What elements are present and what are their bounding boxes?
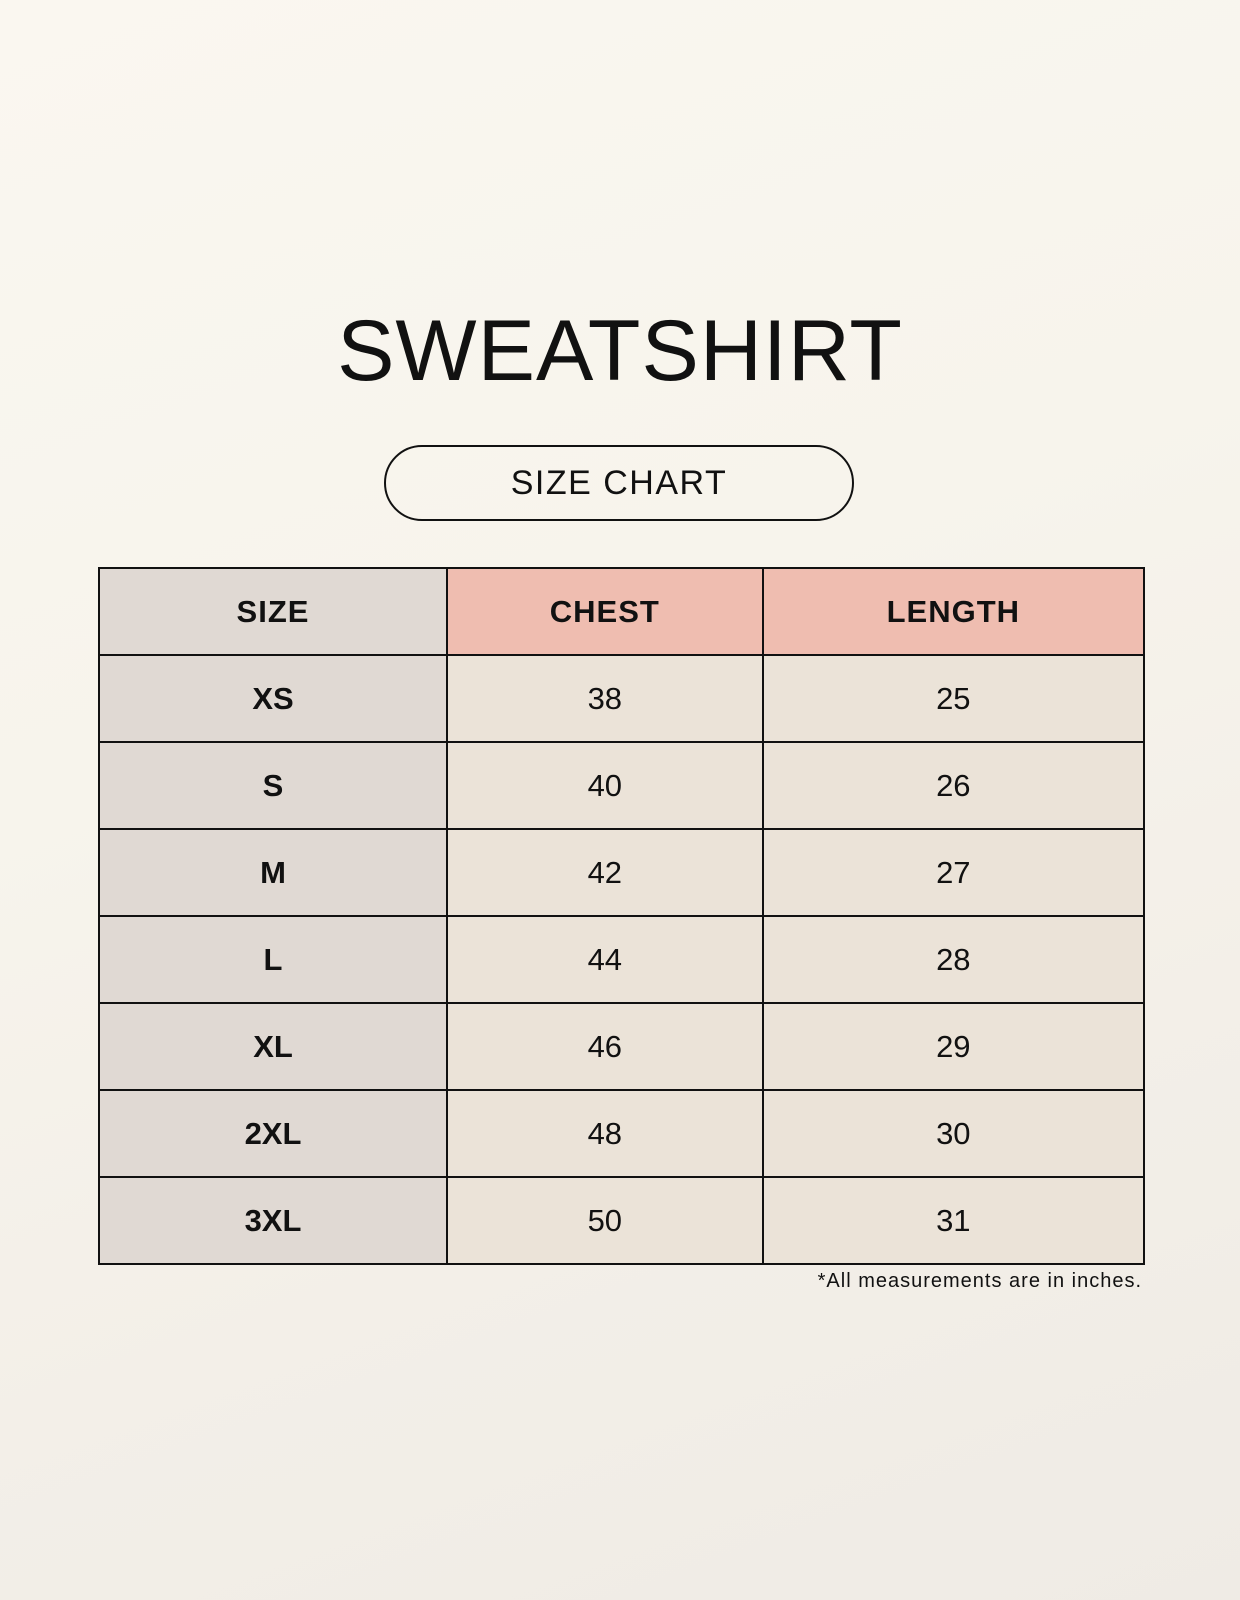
cell-chest: 44 — [446, 915, 764, 1004]
table-row: 2XL 48 30 — [98, 1089, 1146, 1178]
cell-chest: 50 — [446, 1176, 764, 1265]
cell-size: 2XL — [98, 1089, 448, 1178]
table-row: L 44 28 — [98, 915, 1146, 1004]
cell-size: S — [98, 741, 448, 830]
table-header-row: SIZE CHEST LENGTH — [98, 567, 1146, 656]
table-row: M 42 27 — [98, 828, 1146, 917]
header-length: LENGTH — [761, 567, 1146, 656]
cell-size: L — [98, 915, 448, 1004]
page-title: SWEATSHIRT — [337, 303, 903, 399]
size-chart-label: SIZE CHART — [510, 463, 728, 502]
cell-chest: 40 — [446, 741, 764, 830]
size-chart-badge: SIZE CHART — [384, 445, 854, 521]
cell-length: 26 — [761, 741, 1146, 830]
header-size: SIZE — [98, 567, 448, 656]
cell-size: 3XL — [98, 1176, 448, 1265]
cell-length: 30 — [761, 1089, 1146, 1178]
header-chest: CHEST — [446, 567, 764, 656]
table-row: S 40 26 — [98, 741, 1146, 830]
cell-chest: 46 — [446, 1002, 764, 1091]
cell-size: XL — [98, 1002, 448, 1091]
cell-length: 25 — [761, 654, 1146, 743]
cell-length: 29 — [761, 1002, 1146, 1091]
measurement-note: *All measurements are in inches. — [817, 1270, 1142, 1292]
cell-size: XS — [98, 654, 448, 743]
cell-size: M — [98, 828, 448, 917]
size-table: SIZE CHEST LENGTH XS 38 25 S 40 26 M 42 27 L 44 28 X… — [98, 567, 1146, 1265]
cell-length: 31 — [761, 1176, 1146, 1265]
table-row: 3XL 50 31 — [98, 1176, 1146, 1265]
cell-chest: 42 — [446, 828, 764, 917]
cell-chest: 48 — [446, 1089, 764, 1178]
cell-chest: 38 — [446, 654, 764, 743]
cell-length: 27 — [761, 828, 1146, 917]
cell-length: 28 — [761, 915, 1146, 1004]
table-row: XS 38 25 — [98, 654, 1146, 743]
table-row: XL 46 29 — [98, 1002, 1146, 1091]
